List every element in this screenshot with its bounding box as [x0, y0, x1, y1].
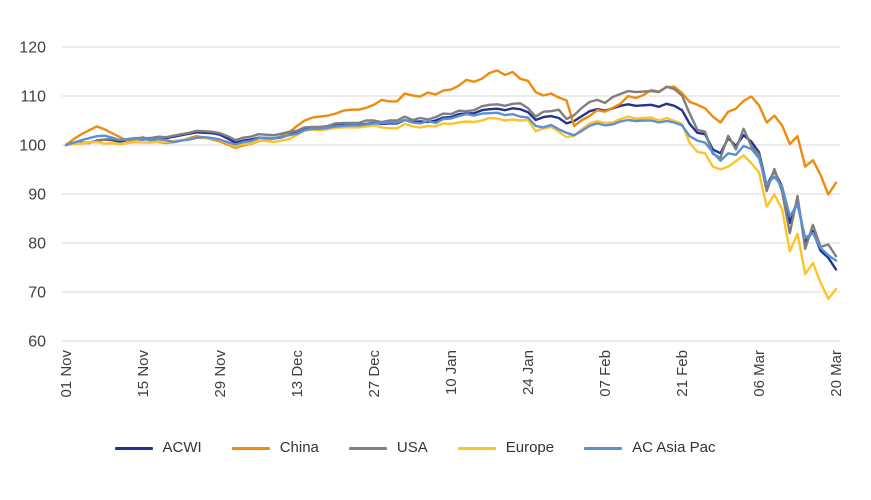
legend-line-swatch-acwi: [114, 446, 153, 450]
x-axis-label-07-feb: 07 Feb: [597, 350, 614, 397]
x-axis-label-27-dec: 27 Dec: [366, 350, 383, 398]
legend-line-swatch-europe: [457, 446, 496, 450]
legend-label-usa: USA: [396, 439, 428, 456]
legend: ACWI China USA Europe AC Asia Pac: [0, 438, 830, 458]
x-axis-label-06-mar: 06 Mar: [751, 350, 768, 397]
y-axis-label-110: 110: [20, 89, 46, 106]
series-line-china: [64, 69, 838, 196]
y-axis-label-80: 80: [28, 236, 46, 253]
x-axis-label-10-jan: 10 Jan: [443, 350, 460, 395]
series-line-ac-asia-pac: [64, 111, 838, 262]
series-line-europe: [64, 115, 838, 301]
y-axis-label-60: 60: [28, 334, 46, 351]
x-axis-label-24-jan: 24 Jan: [520, 350, 537, 395]
legend-label-ac-asia-pac: AC Asia Pac: [632, 439, 716, 456]
x-axis-label-20-mar: 20 Mar: [828, 350, 845, 397]
x-axis-label-21-feb: 21 Feb: [674, 350, 691, 397]
y-axis-label-120: 120: [19, 40, 46, 57]
legend-line-swatch-china: [231, 446, 270, 450]
x-axis-label-01-nov: 01 Nov: [58, 350, 75, 398]
legend-label-europe: Europe: [505, 439, 555, 456]
x-axis-label-29-nov: 29 Nov: [212, 350, 229, 398]
legend-label-china: China: [279, 439, 319, 456]
x-axis-label-13-dec: 13 Dec: [289, 350, 306, 398]
legend-line-swatch-usa: [348, 446, 387, 450]
legend-line-swatch-ac-asia-pac: [584, 446, 623, 450]
legend-item-china: China: [231, 438, 319, 458]
legend-item-ac-asia-pac: AC Asia Pac: [584, 438, 715, 458]
series-line-acwi: [64, 102, 838, 271]
series-line-usa: [64, 85, 838, 258]
y-axis-label-70: 70: [28, 285, 46, 302]
legend-label-acwi: ACWI: [162, 439, 202, 456]
legend-item-acwi: ACWI: [114, 438, 202, 458]
x-axis-label-15-nov: 15 Nov: [135, 350, 152, 398]
y-axis-label-90: 90: [28, 187, 46, 204]
legend-item-usa: USA: [348, 438, 428, 458]
legend-item-europe: Europe: [457, 438, 555, 458]
y-axis-label-100: 100: [19, 138, 46, 155]
